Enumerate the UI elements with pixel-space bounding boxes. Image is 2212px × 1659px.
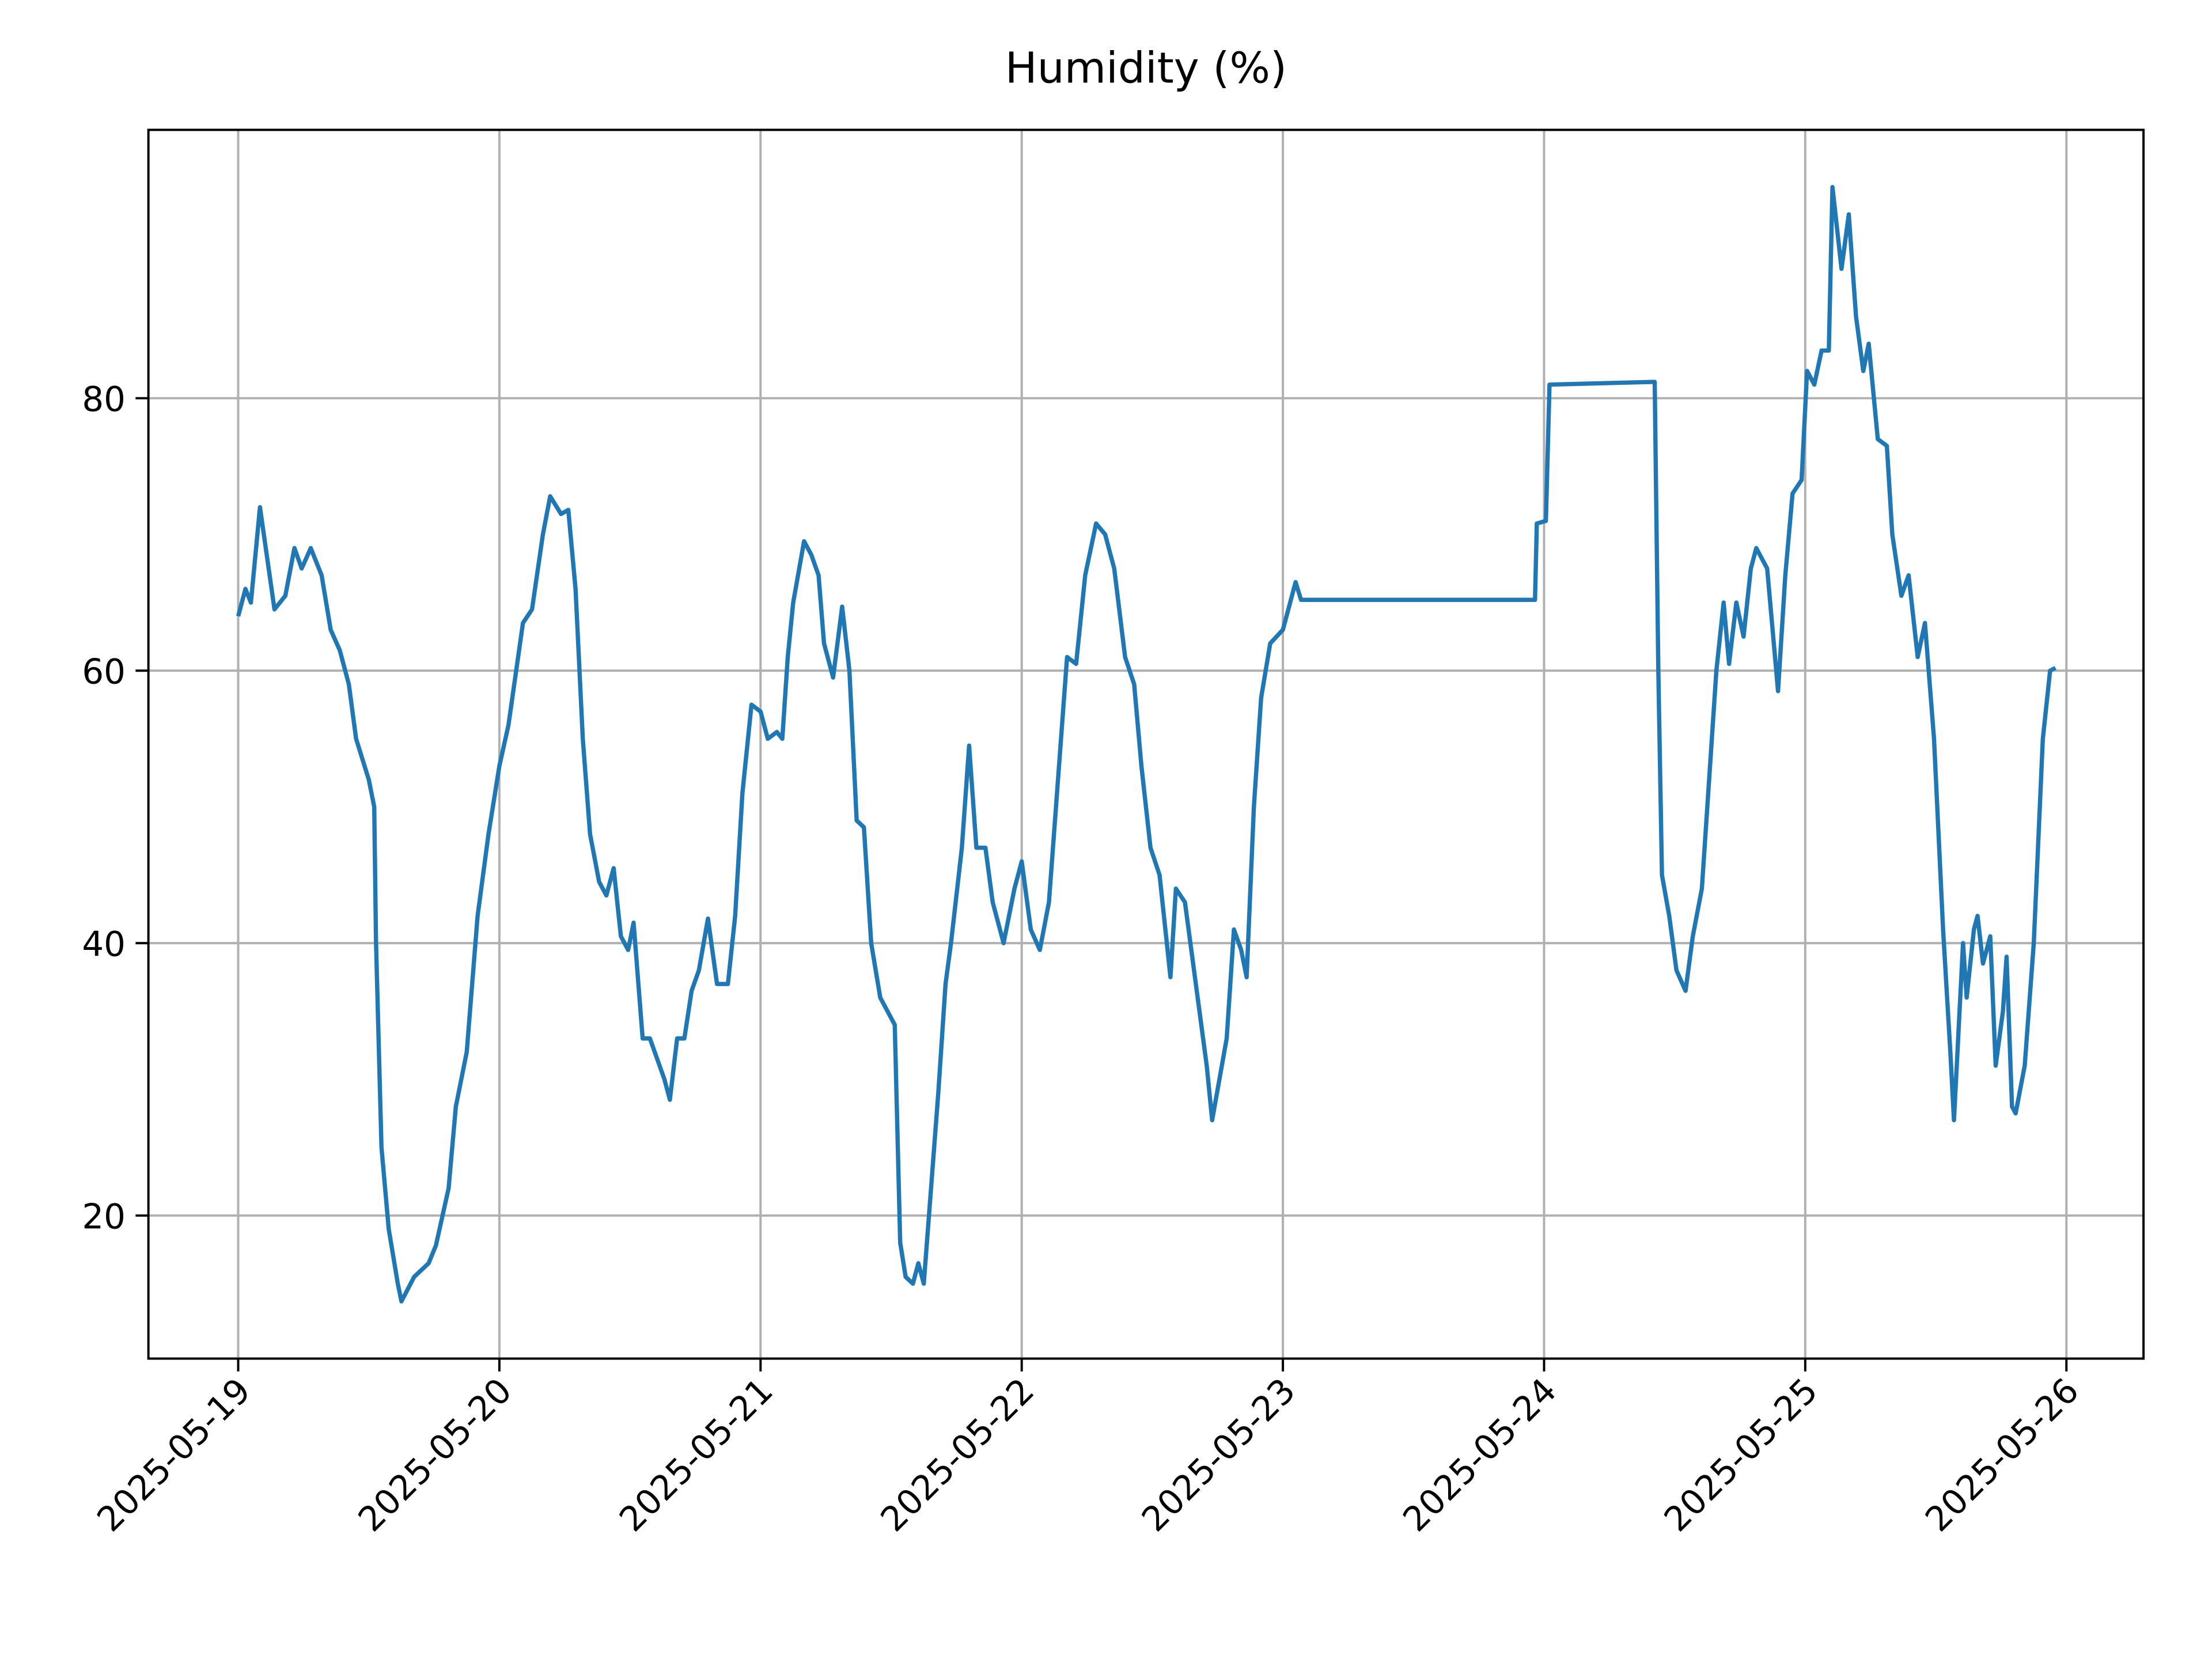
chart-title: Humidity (%)	[1005, 43, 1287, 93]
y-tick-label: 80	[82, 380, 126, 420]
data-line	[236, 185, 2057, 1304]
y-tick-label: 20	[82, 1197, 126, 1237]
axes-frame	[147, 128, 2145, 1360]
y-tick-label: 60	[82, 653, 126, 692]
y-tick-label: 40	[82, 925, 126, 965]
